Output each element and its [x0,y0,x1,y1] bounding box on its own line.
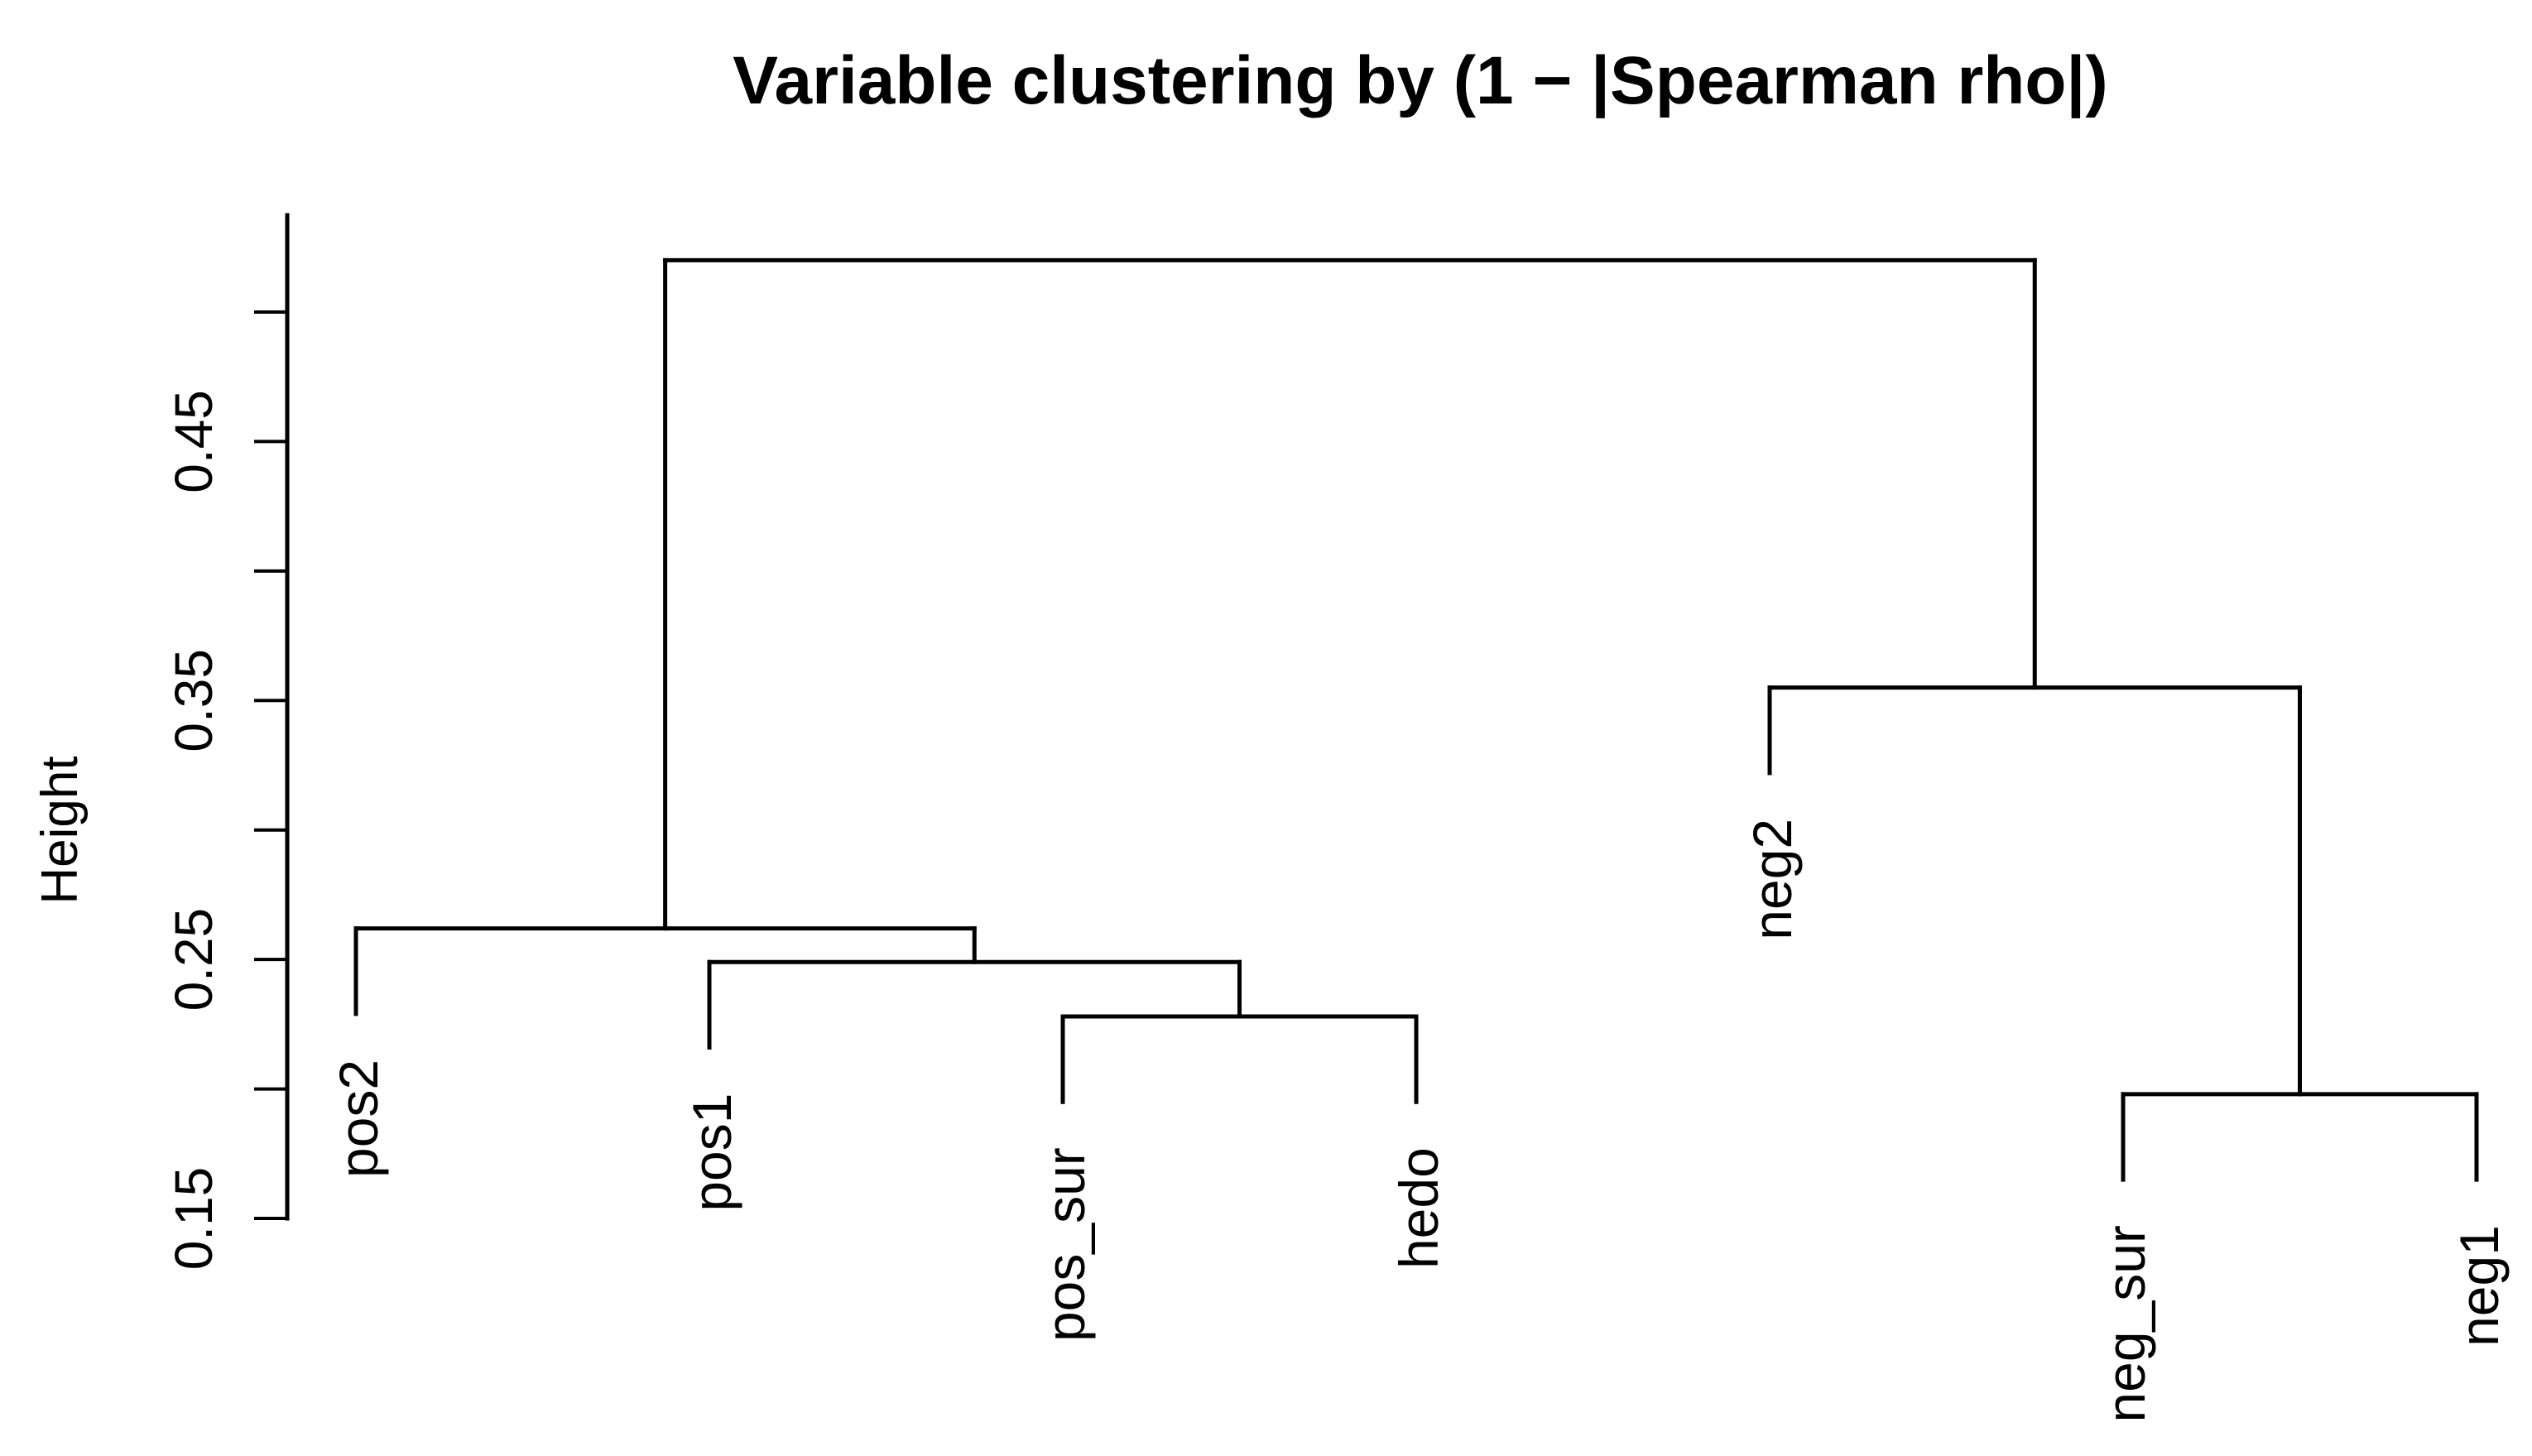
leaf-label-pos1: pos1 [681,1093,742,1212]
leaf-label-pos2: pos2 [328,1060,389,1178]
leaf-label-neg1: neg1 [2448,1225,2510,1347]
y-axis-tick-label: 0.35 [164,649,223,752]
leaf-label-hedo: hedo [1388,1147,1449,1269]
leaf-label-neg_sur: neg_sur [2095,1225,2156,1423]
leaf-label-pos_sur: pos_sur [1035,1147,1096,1342]
leaf-label-neg2: neg2 [1742,819,1803,940]
y-axis-tick-label: 0.15 [164,1167,223,1271]
y-axis-tick-label: 0.25 [164,908,223,1012]
plot-title: Variable clustering by (1 − |Spearman rh… [733,43,2107,119]
y-axis-tick-label: 0.45 [164,390,223,493]
leaf-labels: pos2 pos1 pos_sur hedo neg2 neg_sur neg1 [328,819,2510,1423]
y-axis: 0.45 0.35 0.25 0.15 [164,213,290,1271]
y-axis-title: Height [31,756,89,904]
dendrogram [353,257,2479,1182]
